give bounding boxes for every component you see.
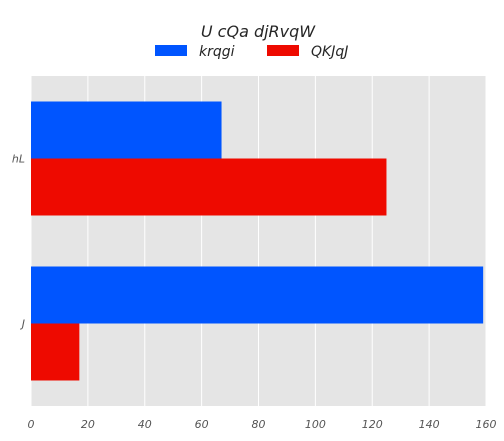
y-axis-categories: hL J	[12, 153, 25, 331]
bars	[31, 101, 484, 381]
bar-krqgi-j	[31, 266, 484, 324]
y-category-label-1: J	[20, 318, 25, 331]
x-tick-label-3: 60	[195, 418, 209, 431]
bar-qkjqj-j	[31, 323, 80, 381]
legend-label-qkjqj: QKJqJ	[311, 44, 348, 60]
x-tick-label-7: 140	[419, 418, 440, 431]
bar-qkjqj-hl	[31, 158, 387, 216]
x-tick-label-6: 120	[362, 418, 383, 431]
legend: krqgi QKJqJ	[155, 44, 348, 60]
x-tick-label-5: 100	[305, 418, 326, 431]
x-tick-label-2: 40	[138, 418, 152, 431]
y-category-label-0: hL	[12, 153, 25, 166]
x-tick-label-4: 80	[252, 418, 266, 431]
chart-title: U cQa djRvqW	[201, 22, 316, 41]
legend-swatch-qkjqj	[267, 45, 299, 56]
bar-krqgi-hl	[31, 101, 222, 159]
x-tick-label-8: 160	[476, 418, 497, 431]
x-tick-label-1: 20	[81, 418, 95, 431]
legend-label-krqgi: krqgi	[199, 44, 235, 60]
legend-swatch-krqgi	[155, 45, 187, 56]
x-tick-label-0: 0	[28, 418, 35, 431]
x-axis-ticks: 0 20 40 60 80 100 120 140 160	[28, 418, 497, 431]
